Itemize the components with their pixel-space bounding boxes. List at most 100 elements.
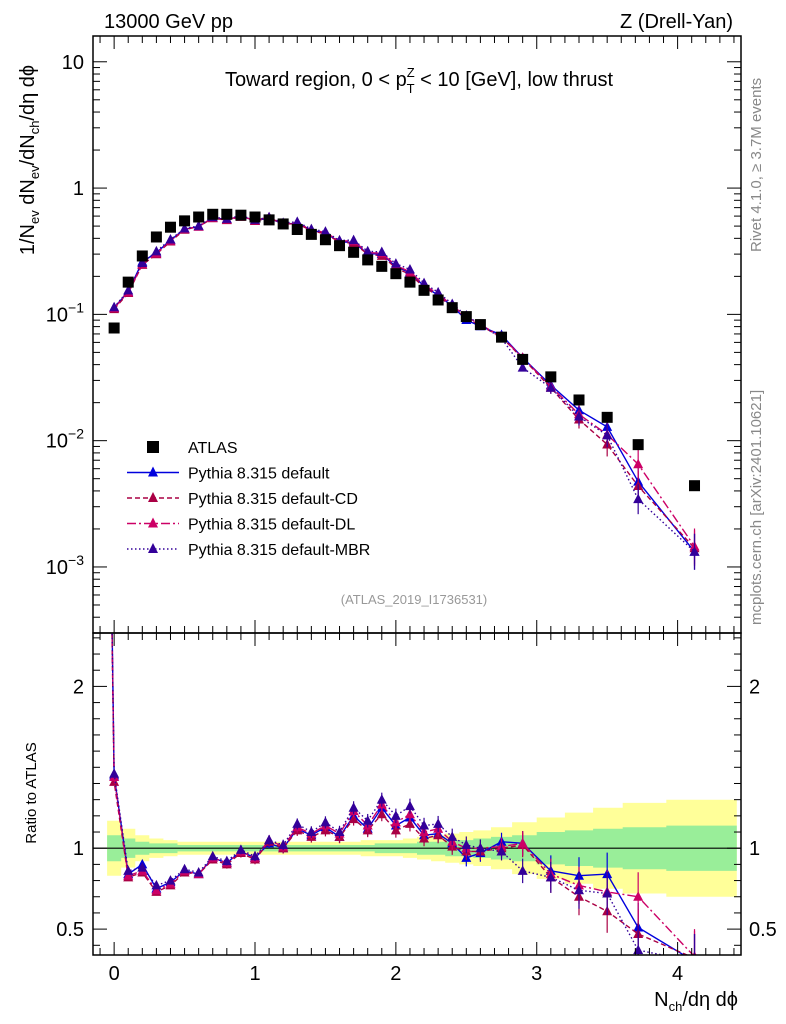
atlas-data-point xyxy=(277,218,289,230)
series-3-ratio-marker xyxy=(292,818,303,828)
atlas-data-point xyxy=(235,209,247,221)
series-3-main-marker xyxy=(433,286,444,297)
ratio-y-tick-label-right: 0.5 xyxy=(749,919,777,941)
series-3-ratio-marker xyxy=(334,826,345,837)
series-3-ratio-marker xyxy=(496,845,507,856)
series-3-ratio-marker xyxy=(433,818,444,828)
series-3-ratio-marker xyxy=(250,850,260,861)
series-3-ratio-marker xyxy=(404,800,415,811)
ratio-frame xyxy=(92,632,742,956)
series-3-main-marker xyxy=(633,493,644,504)
series-3-ratio-marker xyxy=(320,816,331,827)
atlas-data-point xyxy=(446,302,458,314)
atlas-data-point xyxy=(207,208,219,220)
series-3-main-marker xyxy=(390,258,401,268)
series-3-ratio-marker xyxy=(306,826,317,837)
atlas-data-point xyxy=(474,319,486,331)
atlas-data-point xyxy=(545,371,557,383)
atlas-data-point xyxy=(319,234,331,246)
atlas-data-point xyxy=(291,223,303,235)
series-2-main-marker xyxy=(633,458,644,469)
series-3-main-marker xyxy=(320,226,331,236)
series-1-ratio-marker xyxy=(404,818,415,828)
series-3-ratio-marker xyxy=(193,866,204,877)
atlas-data-point xyxy=(404,276,416,288)
series-3-ratio-marker xyxy=(348,802,359,812)
series-3-ratio-marker xyxy=(264,834,275,845)
x-tick-label: 3 xyxy=(531,963,542,985)
ratio-y-tick-label-right: 1 xyxy=(749,838,760,860)
series-3-main-marker xyxy=(574,410,584,421)
series-3-main-marker xyxy=(545,382,556,392)
legend-label: Pythia 8.315 default xyxy=(188,466,330,483)
series-3-ratio-marker xyxy=(278,839,289,849)
x-tick-label: 2 xyxy=(390,963,401,985)
legend-marker xyxy=(148,517,158,528)
series-3-ratio-marker xyxy=(137,862,148,872)
atlas-data-point xyxy=(136,250,148,262)
series-3-ratio-marker xyxy=(123,865,134,875)
plot-title: Toward region, 0 < pZ T < 10 [GeV], low t… xyxy=(225,65,614,96)
series-3-ratio-marker xyxy=(109,768,120,778)
atlas-data-point xyxy=(305,228,317,240)
series-3-ratio-marker xyxy=(235,844,246,854)
series-3-main-line xyxy=(113,215,695,553)
ratio-y-tick-label-right: 2 xyxy=(749,676,760,698)
series-1-ratio-marker xyxy=(348,813,359,824)
ratio-panel: 0 1 2 3 4 0.5 0.5 1 1 2 2 xyxy=(56,632,777,985)
ratio-y-axis-label: Ratio to ATLAS xyxy=(23,742,40,843)
atlas-data-point xyxy=(418,284,430,296)
atlas-data-point xyxy=(362,254,374,266)
atlas-data-point xyxy=(221,208,233,220)
legend-label: ATLAS xyxy=(188,440,238,457)
series-3-main-marker xyxy=(123,284,134,295)
series-3-ratio-marker xyxy=(447,831,458,841)
header-left: 13000 GeV pp xyxy=(104,11,233,33)
atlas-data-point xyxy=(376,260,388,272)
series-0-ratio-marker xyxy=(690,956,700,966)
x-tick-label: 4 xyxy=(672,963,683,985)
series-3-main-marker xyxy=(376,246,387,256)
series-1-ratio-marker xyxy=(390,824,401,835)
atlas-data-point xyxy=(249,211,261,223)
legend: ATLAS Pythia 8.315 default Pythia 8.315 de… xyxy=(127,440,370,559)
legend-marker xyxy=(148,466,158,477)
legend-marker xyxy=(148,492,158,502)
main-y-axis-label: 1/Nev dNev/dNch/dη dϕ xyxy=(17,65,42,255)
atlas-data-point xyxy=(334,240,346,252)
series-2-ratio-marker xyxy=(633,891,644,901)
series-3-ratio-marker xyxy=(574,884,584,895)
rivet-label: Rivet 4.1.0, ≥ 3.7M events xyxy=(748,78,765,252)
y-tick-label: 1 xyxy=(73,178,84,200)
series-3-ratio-marker xyxy=(419,820,430,830)
series-3-main-marker xyxy=(292,216,303,226)
series-3-ratio-marker xyxy=(390,810,401,820)
series-3-ratio-marker xyxy=(221,855,232,866)
atlas-data-point xyxy=(150,231,162,243)
series-3-ratio-marker xyxy=(475,842,486,853)
atlas-data-point xyxy=(432,294,444,306)
ratio-y-tick-label: 0.5 xyxy=(56,919,84,941)
series-3-main-marker xyxy=(179,223,190,233)
atlas-data-point xyxy=(601,411,613,423)
reference-label: (ATLAS_2019_I1736531) xyxy=(341,592,487,607)
legend-marker xyxy=(148,543,158,553)
series-3-main-marker xyxy=(193,220,204,230)
series-3-ratio-marker xyxy=(376,794,387,804)
series-3-ratio-marker xyxy=(461,839,472,849)
series-3-main-marker xyxy=(348,234,359,245)
series-3-ratio-marker xyxy=(165,875,176,885)
atlas-data-point xyxy=(263,214,275,226)
series-3-ratio-marker xyxy=(602,888,613,898)
x-tick-label: 0 xyxy=(109,963,120,985)
series-3-ratio-marker xyxy=(151,879,162,890)
series-3-main-marker xyxy=(602,429,613,440)
series-2-main-line xyxy=(113,215,696,547)
series-2-ratio-marker xyxy=(517,837,528,848)
series-3-main-marker xyxy=(362,245,373,256)
atlas-data-point xyxy=(179,215,191,227)
atlas-data-point xyxy=(164,221,176,233)
series-3-ratio-marker xyxy=(179,863,190,874)
ratio-y-tick-label: 1 xyxy=(73,838,84,860)
